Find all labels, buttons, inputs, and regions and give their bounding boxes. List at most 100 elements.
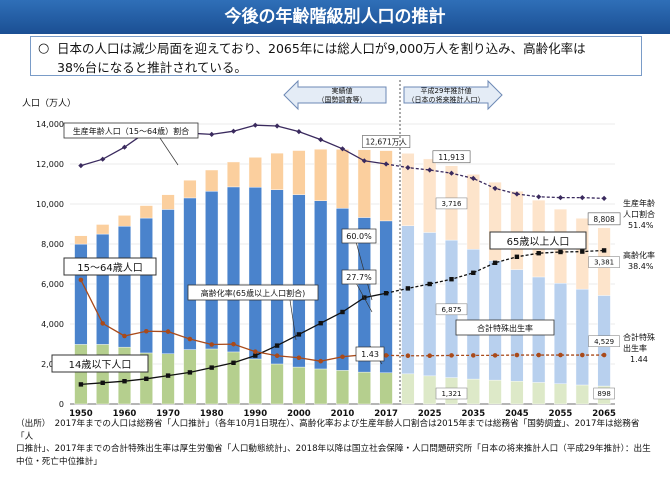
source-line-1: （出所） 2017年までの人口は総務省「人口推計」（各年10月1日現在）、高齢化…: [16, 419, 640, 442]
bar-elderly: [74, 235, 88, 245]
bar-elderly: [226, 161, 241, 188]
fertility-point: [580, 352, 585, 358]
working-ratio-point: [274, 123, 280, 129]
bar-young: [335, 370, 350, 405]
x-tick-label: 2025: [418, 409, 442, 419]
fertility-point: [405, 353, 411, 359]
bullet-circle-icon: ○: [38, 41, 50, 56]
aging-rate-point: [296, 332, 302, 337]
fertility-line-projected: [386, 354, 605, 357]
aging-rate-point: [558, 249, 563, 255]
aging-rate-point: [449, 277, 454, 282]
bar-young: [205, 348, 219, 405]
bar-young: [161, 353, 175, 405]
bar-working: [205, 191, 219, 350]
bar-young: [488, 379, 502, 405]
population-chart: 02,0004,0006,0008,00010,00012,00014,000 …: [22, 79, 655, 419]
working-ratio-point: [536, 194, 542, 200]
working-ratio-connector: [159, 137, 179, 166]
x-tick-label: 1980: [200, 409, 224, 419]
working-ratio-point: [492, 185, 498, 191]
bar-value-label-box: [435, 387, 468, 400]
bar-value-label: 3,381: [594, 259, 614, 267]
fertility-point: [78, 277, 84, 283]
source-line-2: 口推計」、2017年までの合計特殊出生率は厚生労働省「人口動態統計」、2018年…: [16, 444, 651, 454]
aging-rate-point: [78, 382, 84, 387]
bar-working: [96, 233, 110, 345]
young-label-box: 14歳以下人口: [51, 354, 149, 373]
working-ratio-label-box: 生産年齢人口（15～64歳）割合: [63, 122, 199, 139]
y-tick-label: 6,000: [41, 280, 64, 289]
elderly-label-box: 65歳以上人口: [489, 231, 587, 250]
aging-rate-point: [165, 373, 171, 378]
bar-value-label: 4,529: [594, 338, 614, 346]
y-tick-label: 0: [59, 400, 64, 409]
fertility-point: [231, 341, 236, 347]
working-ratio-point: [100, 156, 106, 162]
bar-young: [226, 351, 241, 405]
aging-rate-point: [274, 343, 280, 348]
bar-working: [183, 197, 197, 350]
val-600-connector: [354, 237, 373, 301]
fertility-point: [318, 358, 324, 364]
val-277: 27.7%: [346, 273, 372, 282]
bar-elderly: [96, 224, 110, 235]
fertility-point: [274, 353, 280, 359]
actual-period-sublabel: （国勢調査等）: [318, 95, 367, 104]
bar-working: [117, 225, 132, 348]
actual-period-arrow: 実績値 （国勢調査等）: [283, 79, 387, 111]
aging-rate-line-projected: [385, 249, 605, 294]
bar-elderly: [205, 169, 219, 192]
aging-rate-point: [536, 251, 541, 256]
right-fert-label-1: 合計特殊: [623, 332, 655, 342]
bar-working: [401, 225, 415, 375]
summary-line-1: 日本の人口は減少局面を迎えており、2065年には総人口が9,000万人を割り込み…: [57, 41, 586, 56]
fertility-point: [514, 352, 520, 358]
fertility-point: [122, 333, 127, 339]
working-ratio-point: [296, 129, 302, 135]
bar-elderly: [248, 157, 262, 188]
x-tick-label: 1970: [156, 409, 180, 419]
aging-rate-point: [209, 365, 214, 370]
bar-elderly: [161, 194, 175, 210]
working-ratio-point: [318, 137, 324, 143]
right-working-value: 51.4%: [628, 221, 654, 230]
fertility-point: [296, 355, 302, 361]
aging-rate-point: [144, 376, 149, 381]
x-tick-label: 2065: [592, 409, 616, 419]
y-axis-title: 人口（万人）: [22, 98, 76, 109]
right-fert-value: 1.44: [630, 355, 648, 364]
total-label-box: [587, 212, 621, 226]
y-tick-label: 4,000: [41, 320, 64, 329]
working-ratio-point: [514, 191, 520, 197]
bar-young: [96, 344, 110, 405]
bar-elderly: [357, 149, 371, 218]
fertility-point: [601, 352, 607, 358]
y-tick-label: 14,000: [36, 120, 64, 129]
aging-rate-point: [601, 248, 607, 253]
right-working-label-2: 人口割合: [623, 209, 655, 219]
summary-box: ○ 日本の人口は減少局面を迎えており、2065年には総人口が9,000万人を割り…: [30, 36, 642, 76]
total-label: 12,671万人: [365, 138, 407, 147]
aging-rate-point: [383, 291, 389, 296]
bar-elderly: [466, 174, 480, 250]
working-ratio-label: 生産年齢人口（15～64歳）割合: [73, 126, 189, 136]
fertility-point: [100, 321, 105, 326]
fertility-point: [165, 329, 171, 334]
working-ratio-point: [579, 195, 585, 201]
aging-rate-point: [405, 286, 411, 291]
x-tick-label: 2045: [505, 409, 529, 419]
bar-value-label-box: [588, 256, 620, 268]
summary-line-2: 38%台になると推計されている。: [57, 60, 247, 75]
working-ratio-point: [121, 144, 128, 150]
working-ratio-point: [427, 167, 433, 173]
bar-young: [423, 375, 437, 405]
x-tick-label: 2000: [287, 409, 311, 419]
aging-connector: [289, 299, 297, 341]
val-600-box: 60.0%: [341, 228, 377, 244]
bar-elderly: [183, 179, 197, 199]
working-ratio-point: [383, 161, 389, 167]
bar-elderly: [423, 158, 437, 233]
bar-working: [575, 288, 589, 386]
bar-young: [466, 378, 480, 405]
